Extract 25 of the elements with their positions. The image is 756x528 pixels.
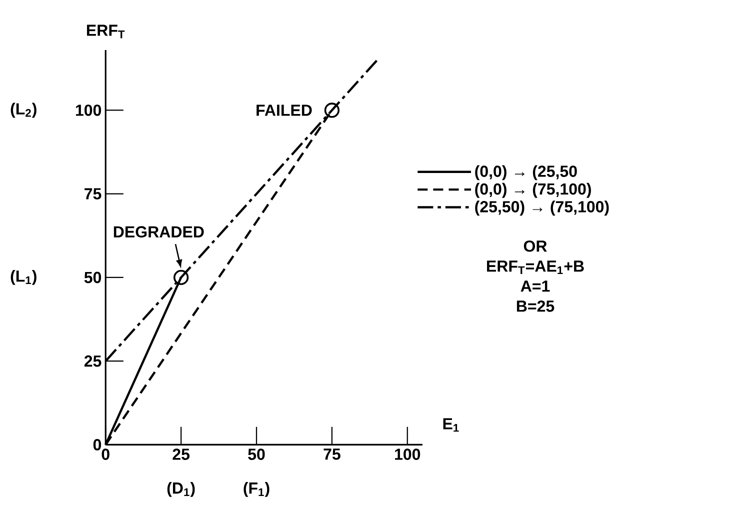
- x-tick-label: 25: [172, 448, 190, 460]
- text: (D$_{1}$): [167, 482, 195, 497]
- y-tick-label: 75: [84, 188, 102, 200]
- x-tick-label: 50: [248, 448, 265, 460]
- text: OR: [524, 240, 547, 252]
- x-tick-label: 0: [102, 448, 110, 460]
- x-axis-title: E$_{1}$: [443, 418, 459, 432]
- text: A=1: [520, 280, 550, 292]
- text: (F$_{1}$): [244, 482, 270, 497]
- text: ERF$_{T}$=AE$_{1}$+B: [487, 260, 584, 274]
- annotation: DEGRADED: [114, 226, 204, 238]
- text: (L$_{2}$): [10, 102, 36, 118]
- legend-label: (25,50) → (75,100): [475, 200, 609, 216]
- y-axis-title: ERF$_{T}$: [87, 24, 125, 38]
- x-tick-label: 100: [395, 448, 420, 460]
- x-tick-label: 75: [324, 448, 340, 460]
- text: B=25: [516, 300, 554, 312]
- text: (L$_{1}$): [10, 270, 36, 285]
- legend-label: (0,0) → (75,100): [475, 182, 591, 198]
- annotation: FAILED: [256, 104, 312, 116]
- y-tick-label: 100: [76, 104, 102, 116]
- legend-label: (0,0) → (25,50: [475, 165, 577, 180]
- y-tick-label: 25: [84, 355, 102, 367]
- y-tick-label: 50: [84, 272, 102, 284]
- y-tick-label: 0: [93, 439, 102, 450]
